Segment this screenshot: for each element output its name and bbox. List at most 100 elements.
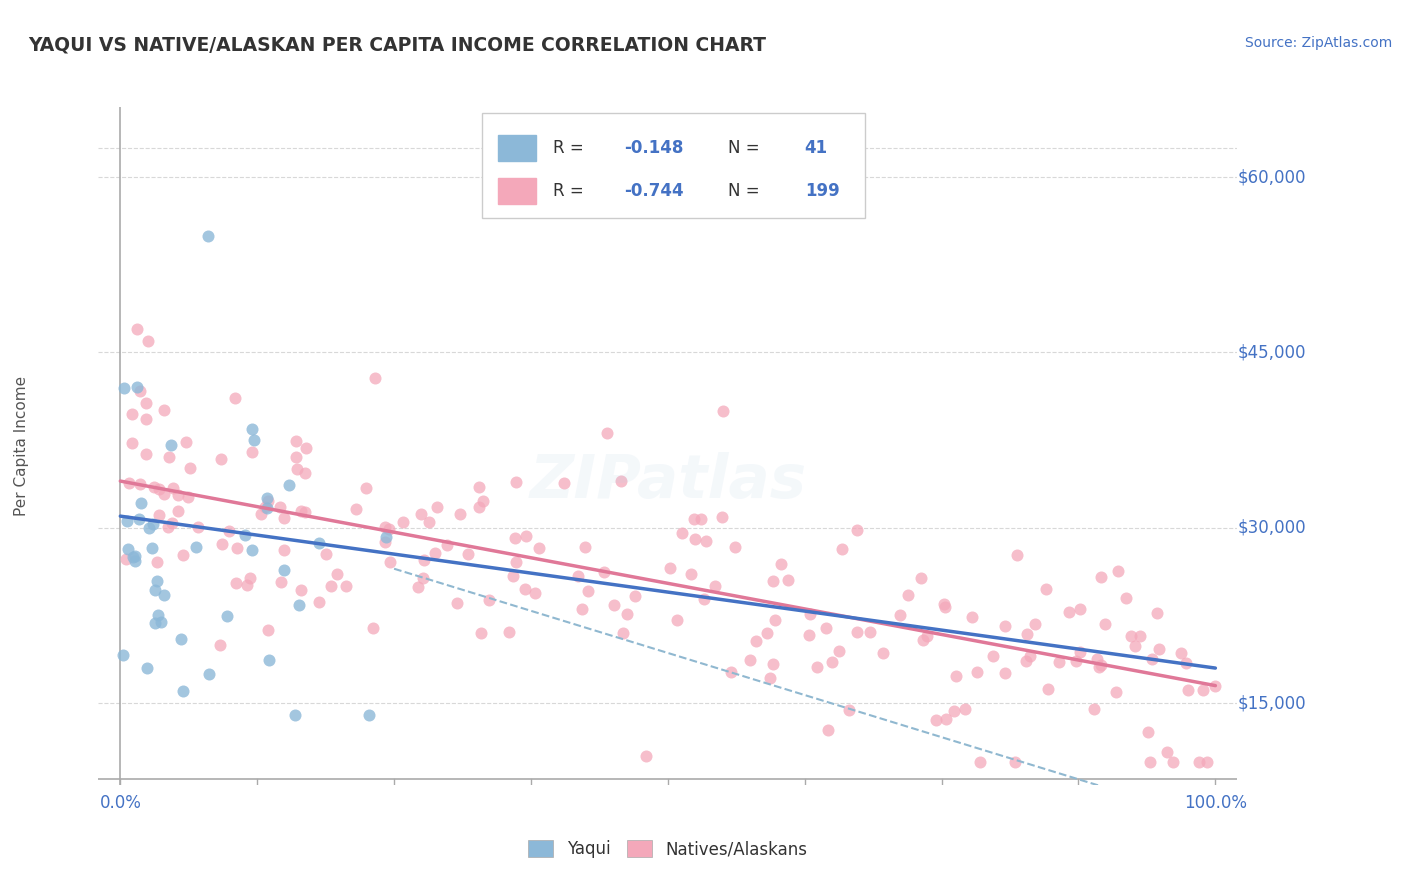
Point [157,450,180,464]
Point [845,625,868,640]
Point [378,556,401,570]
Point [966,665,988,679]
Point [1005,548,1028,562]
Point [284,707,307,722]
Bar [498,135,537,161]
Point [610,474,633,488]
Point [515,529,537,543]
Text: -0.148: -0.148 [624,139,683,157]
Point [149,615,172,630]
Point [148,508,170,523]
Point [406,580,429,594]
Point [141,541,163,555]
Point [294,506,316,520]
Point [513,582,536,596]
Point [167,488,190,502]
Point [224,391,246,405]
Point [117,541,139,556]
Point [335,579,357,593]
Point [776,573,799,587]
Point [821,655,844,669]
Point [859,624,882,639]
Point [917,628,939,642]
Point [942,704,965,718]
Point [162,481,184,495]
Point [239,571,262,585]
Point [418,516,440,530]
Text: N =: N = [728,139,765,157]
Point [634,748,657,763]
Text: 199: 199 [804,182,839,200]
Point [692,591,714,606]
Point [135,447,157,461]
Point [762,574,785,588]
Point [960,610,983,624]
Point [142,480,165,494]
Point [1146,606,1168,620]
Point [666,613,689,627]
Point [671,526,693,541]
Point [412,571,434,585]
Point [553,475,575,490]
Point [1107,564,1129,578]
Point [770,557,793,571]
Point [1069,645,1091,659]
Point [761,657,783,671]
Point [218,524,240,538]
Point [242,444,264,458]
Point [129,477,152,491]
Point [910,571,932,585]
Point [1156,745,1178,759]
Point [160,516,183,530]
Point [724,541,747,555]
Point [225,576,247,591]
Point [125,322,148,336]
Point [994,665,1017,680]
Point [128,384,150,398]
Point [505,475,527,489]
Point [197,228,219,243]
Point [377,522,399,536]
Point [143,615,166,630]
Point [567,568,589,582]
Point [527,541,550,555]
Point [1177,683,1199,698]
Point [945,669,967,683]
Point [505,531,527,545]
Point [374,535,396,549]
Point [755,625,778,640]
Point [969,755,991,769]
Point [797,628,820,642]
Point [256,623,278,637]
Point [121,407,143,421]
Text: N =: N = [728,182,765,200]
Point [502,569,524,583]
Point [1017,627,1039,641]
Point [1024,617,1046,632]
Point [1204,679,1226,693]
Point [1188,755,1211,769]
Point [1147,642,1170,657]
Point [143,582,166,597]
Text: Source: ZipAtlas.com: Source: ZipAtlas.com [1244,36,1392,50]
Point [1129,629,1152,643]
Text: $30,000: $30,000 [1237,519,1306,537]
Point [364,371,387,385]
Point [806,660,828,674]
Point [122,549,145,564]
Point [1115,591,1137,606]
Point [254,500,277,515]
Point [179,460,201,475]
Point [1139,755,1161,769]
Point [934,599,956,614]
Point [1088,659,1111,673]
Point [321,579,343,593]
Point [994,619,1017,633]
Point [831,541,853,556]
Legend: Yaqui, Natives/Alaskans: Yaqui, Natives/Alaskans [522,833,814,864]
Point [273,563,295,577]
Point [623,589,645,603]
Point [269,500,291,514]
Point [658,560,681,574]
Point [240,422,263,436]
